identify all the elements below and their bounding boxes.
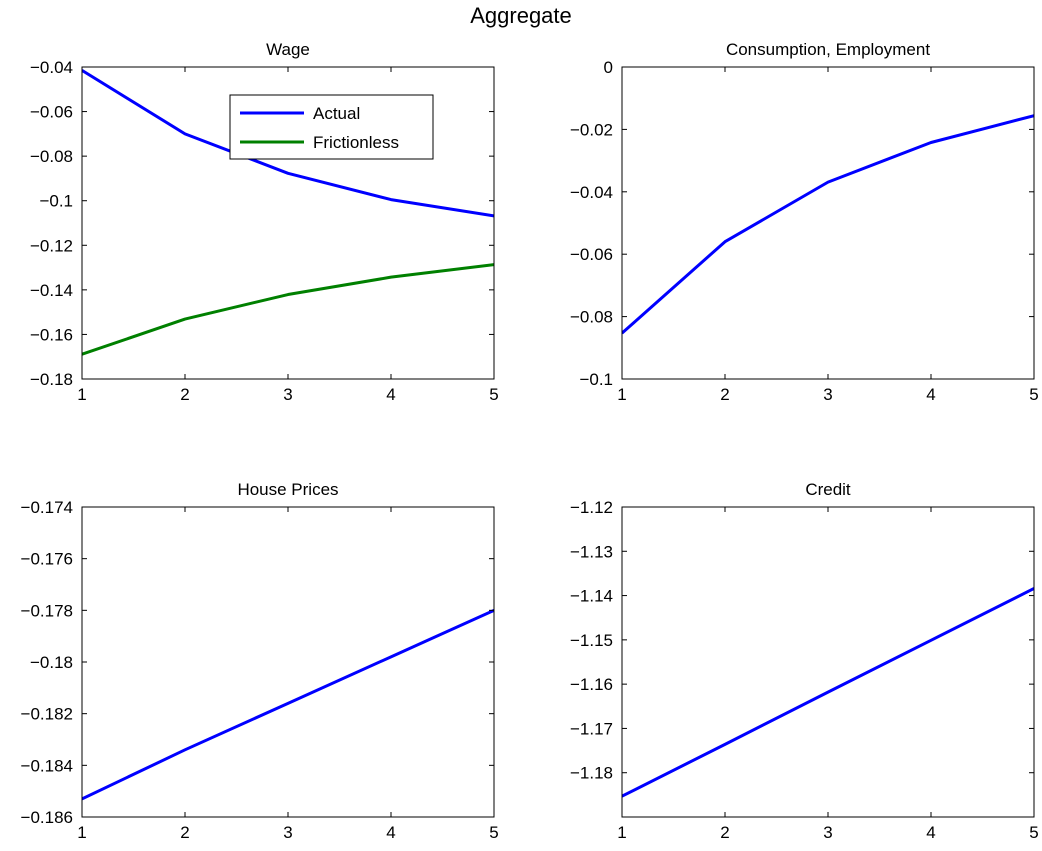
wage-legend: Actual Frictionless xyxy=(229,94,434,160)
house-prices-ytick-label: −0.184 xyxy=(21,756,73,775)
house-prices-ytick-label: −0.186 xyxy=(21,808,73,827)
credit-ytick-label: −1.12 xyxy=(570,498,613,517)
wage-actual-line xyxy=(82,69,494,218)
figure-title: Aggregate xyxy=(470,3,572,28)
credit-ytick-label: −1.15 xyxy=(570,631,613,650)
consumption-employment-ytick-label: 0 xyxy=(604,58,613,77)
consumption-employment-chart: Consumption, Employment 1 2 3 4 5 −0.1 −0.08 −0.… xyxy=(570,40,1039,404)
wage-ytick-label: −0.18 xyxy=(30,370,73,389)
house-prices-ytick-label: −0.174 xyxy=(21,498,73,517)
credit-xtick-label: 2 xyxy=(720,823,729,842)
house-prices-xtick-label: 5 xyxy=(489,823,498,842)
credit-ytick-label: −1.16 xyxy=(570,675,613,694)
consumption-employment-title: Consumption, Employment xyxy=(726,40,930,59)
credit-ytick-label: −1.17 xyxy=(570,719,613,738)
wage-xtick-label: 5 xyxy=(489,385,498,404)
wage-ytick-label: −0.08 xyxy=(30,147,73,166)
credit-xtick-label: 3 xyxy=(823,823,832,842)
consumption-employment-series-1-line xyxy=(622,114,1034,335)
wage-title: Wage xyxy=(266,40,310,59)
wage-ytick-label: −0.16 xyxy=(30,325,73,344)
consumption-employment-xtick-label: 4 xyxy=(926,385,935,404)
consumption-employment-ytick-label: −0.06 xyxy=(570,245,613,264)
credit-ytick-label: −1.18 xyxy=(570,764,613,783)
wage-xtick-label: 1 xyxy=(77,385,86,404)
wage-ytick-label: −0.1 xyxy=(39,192,73,211)
wage-legend-label-actual: Actual xyxy=(313,104,360,123)
credit-axes-box xyxy=(621,506,1035,818)
house-prices-series-1-line xyxy=(82,608,494,801)
consumption-employment-ytick-label: −0.1 xyxy=(579,370,613,389)
house-prices-title: House Prices xyxy=(237,480,338,499)
consumption-employment-xtick-label: 1 xyxy=(617,385,626,404)
consumption-employment-axes-box xyxy=(621,66,1035,380)
wage-legend-box xyxy=(229,94,434,160)
consumption-employment-xtick-label: 3 xyxy=(823,385,832,404)
house-prices-xtick-label: 1 xyxy=(77,823,86,842)
wage-chart: Wage 1 2 3 4 5 −0.18 −0.16 −0.14 −0.12 −0.1 −0.08 −0… xyxy=(30,40,499,404)
credit-ytick-label: −1.13 xyxy=(570,542,613,561)
wage-xtick-label: 3 xyxy=(283,385,292,404)
house-prices-ytick-label: −0.176 xyxy=(21,550,73,569)
house-prices-ytick-label: −0.178 xyxy=(21,601,73,620)
house-prices-ytick-label: −0.18 xyxy=(30,653,73,672)
consumption-employment-ytick-label: −0.04 xyxy=(570,183,613,202)
wage-frictionless-line xyxy=(82,263,494,356)
wage-legend-label-frictionless: Frictionless xyxy=(313,133,399,152)
house-prices-ytick-label: −0.182 xyxy=(21,705,73,724)
credit-ytick-label: −1.14 xyxy=(570,587,613,606)
wage-ytick-label: −0.14 xyxy=(30,281,73,300)
consumption-employment-xtick-label: 2 xyxy=(720,385,729,404)
consumption-employment-ytick-label: −0.08 xyxy=(570,308,613,327)
credit-xtick-label: 5 xyxy=(1029,823,1038,842)
wage-ytick-label: −0.04 xyxy=(30,58,73,77)
wage-xtick-label: 4 xyxy=(386,385,395,404)
house-prices-xtick-label: 3 xyxy=(283,823,292,842)
credit-title: Credit xyxy=(805,480,851,499)
consumption-employment-xtick-label: 5 xyxy=(1029,385,1038,404)
wage-xtick-label: 2 xyxy=(180,385,189,404)
wage-ytick-label: −0.12 xyxy=(30,236,73,255)
house-prices-chart: House Prices 1 2 3 4 5 −0.186 −0.184 −0.182 −0.18… xyxy=(21,480,499,842)
house-prices-xtick-label: 4 xyxy=(386,823,395,842)
credit-series-1-line xyxy=(622,587,1034,798)
house-prices-xtick-label: 2 xyxy=(180,823,189,842)
credit-xtick-label: 1 xyxy=(617,823,626,842)
credit-xtick-label: 4 xyxy=(926,823,935,842)
consumption-employment-ytick-label: −0.02 xyxy=(570,120,613,139)
credit-chart: Credit 1 2 3 4 5 −1.18 −1.17 −1.16 −1.15 −1.14 −1.1… xyxy=(570,480,1039,842)
wage-ytick-label: −0.06 xyxy=(30,103,73,122)
